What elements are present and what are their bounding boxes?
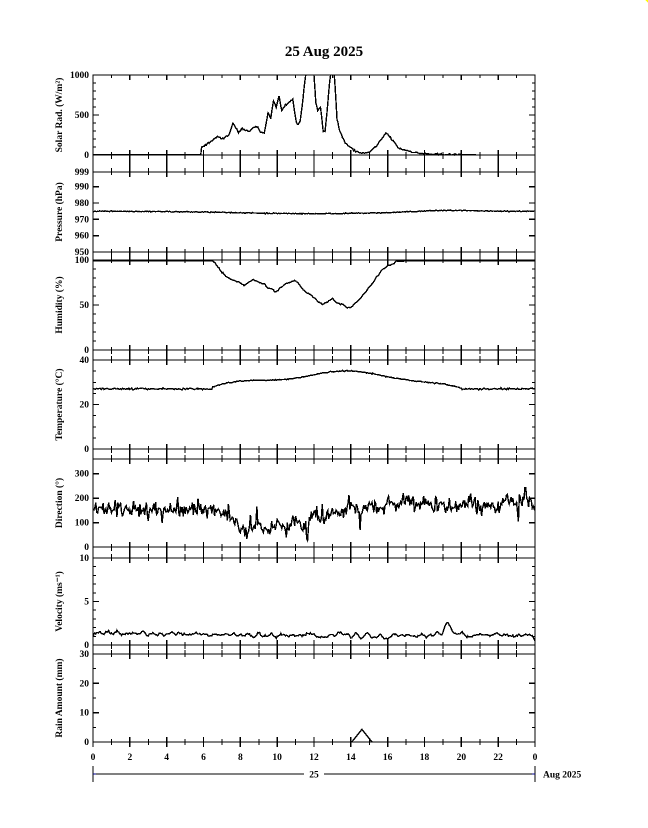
svg-text:1000: 1000	[70, 71, 89, 81]
svg-text:18: 18	[420, 753, 430, 763]
svg-text:Temperature (°C): Temperature (°C)	[54, 368, 65, 440]
svg-text:300: 300	[75, 470, 90, 480]
svg-text:0: 0	[84, 445, 89, 455]
svg-text:100: 100	[75, 256, 90, 266]
svg-text:20: 20	[457, 753, 467, 763]
svg-text:Solar Rad. (W/m²): Solar Rad. (W/m²)	[54, 78, 65, 153]
svg-text:Pressure (hPa): Pressure (hPa)	[54, 182, 65, 242]
svg-text:0: 0	[91, 753, 96, 763]
svg-text:25: 25	[309, 771, 319, 781]
svg-text:20: 20	[80, 401, 90, 411]
svg-text:Rain Amount (mm): Rain Amount (mm)	[54, 658, 65, 737]
svg-text:22: 22	[493, 753, 503, 763]
svg-text:2: 2	[127, 753, 132, 763]
svg-text:990: 990	[75, 183, 90, 193]
svg-text:40: 40	[80, 356, 90, 366]
svg-text:25 Aug 2025: 25 Aug 2025	[285, 44, 363, 60]
svg-text:10: 10	[80, 709, 90, 719]
svg-text:500: 500	[75, 111, 90, 121]
svg-text:8: 8	[238, 753, 243, 763]
svg-text:0: 0	[84, 738, 89, 748]
svg-text:980: 980	[75, 199, 90, 209]
svg-text:970: 970	[75, 215, 90, 225]
svg-text:20: 20	[80, 679, 90, 689]
svg-text:0: 0	[84, 543, 89, 553]
svg-text:4: 4	[164, 753, 169, 763]
svg-text:Velocity (ms⁻¹): Velocity (ms⁻¹)	[54, 571, 65, 632]
svg-text:0: 0	[84, 151, 89, 161]
svg-text:16: 16	[383, 753, 393, 763]
svg-text:12: 12	[309, 753, 319, 763]
svg-text:999: 999	[75, 168, 90, 178]
svg-text:5: 5	[84, 598, 89, 608]
svg-text:0: 0	[84, 346, 89, 356]
svg-text:200: 200	[75, 494, 90, 504]
svg-text:960: 960	[75, 232, 90, 242]
svg-text:10: 10	[80, 554, 90, 564]
svg-text:30: 30	[80, 650, 90, 660]
svg-text:Direction (°): Direction (°)	[54, 478, 65, 528]
svg-text:6: 6	[201, 753, 206, 763]
svg-text:100: 100	[75, 519, 90, 529]
svg-text:0: 0	[533, 753, 538, 763]
svg-text:50: 50	[80, 301, 90, 311]
svg-text:Humidity (%): Humidity (%)	[54, 276, 65, 333]
svg-text:10: 10	[272, 753, 282, 763]
svg-text:Aug 2025: Aug 2025	[543, 771, 582, 781]
svg-text:14: 14	[346, 753, 356, 763]
